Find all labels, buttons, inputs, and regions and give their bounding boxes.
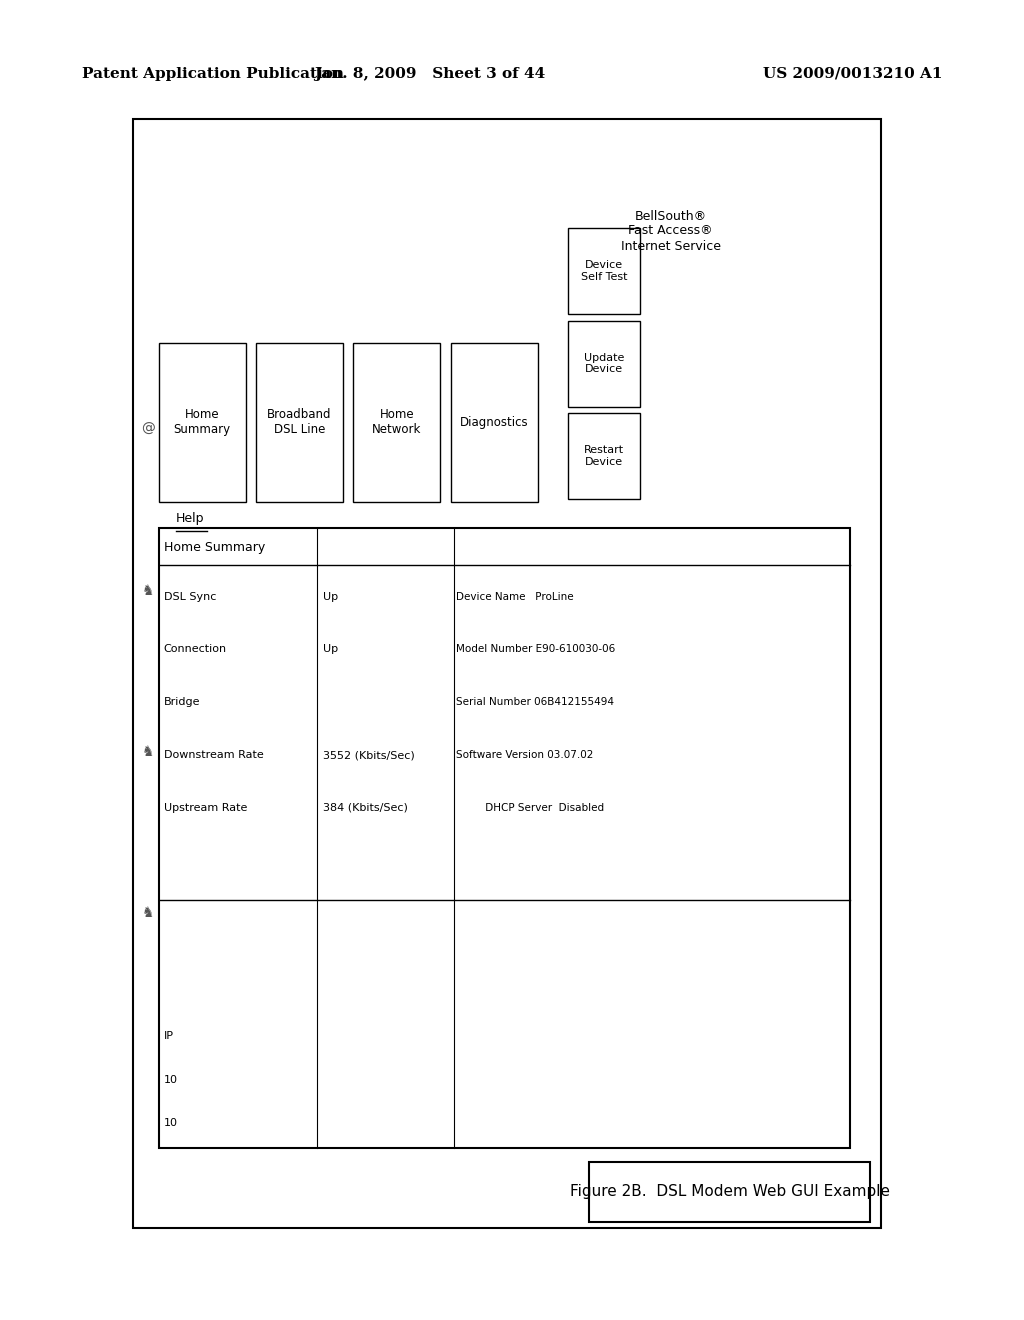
Bar [256,343,343,502]
Text: Help: Help [176,512,205,525]
Text: @: @ [141,422,156,436]
Bar [589,1162,870,1222]
Text: 10: 10 [164,1118,178,1129]
Text: Home
Network: Home Network [372,408,422,437]
Text: DSL Sync: DSL Sync [164,591,216,602]
Text: Upstream Rate: Upstream Rate [164,803,247,813]
Text: Up: Up [323,644,338,655]
Text: Device
Self Test: Device Self Test [581,260,628,282]
Text: Jan. 8, 2009   Sheet 3 of 44: Jan. 8, 2009 Sheet 3 of 44 [314,67,546,81]
Text: ♞: ♞ [142,746,155,759]
Text: Home Summary: Home Summary [164,541,265,554]
Text: DHCP Server  Disabled: DHCP Server Disabled [456,803,604,813]
Bar [159,528,850,1148]
Bar [451,343,538,502]
Text: Software Version 03.07.02: Software Version 03.07.02 [456,750,593,760]
Text: Diagnostics: Diagnostics [460,416,528,429]
Text: 3552 (Kbits/Sec): 3552 (Kbits/Sec) [323,750,415,760]
Text: 10: 10 [164,1074,178,1085]
Text: ♞: ♞ [142,585,155,598]
Bar [133,119,881,1228]
Text: ♞: ♞ [142,907,155,920]
Text: Home
Summary: Home Summary [174,408,230,437]
Text: 384 (Kbits/Sec): 384 (Kbits/Sec) [323,803,408,813]
Text: Device Name   ProLine: Device Name ProLine [456,591,573,602]
Text: US 2009/0013210 A1: US 2009/0013210 A1 [763,67,942,81]
Text: Downstream Rate: Downstream Rate [164,750,263,760]
Bar [568,321,640,407]
Text: Restart
Device: Restart Device [584,445,625,467]
Text: Patent Application Publication: Patent Application Publication [82,67,344,81]
Text: IP: IP [164,1031,174,1041]
Bar [568,228,640,314]
Text: Serial Number 06B412155494: Serial Number 06B412155494 [456,697,613,708]
Text: Broadband
DSL Line: Broadband DSL Line [267,408,332,437]
Text: Connection: Connection [164,644,227,655]
Text: Figure 2B.  DSL Modem Web GUI Example: Figure 2B. DSL Modem Web GUI Example [569,1184,890,1200]
Bar [568,413,640,499]
Text: Model Number E90-610030-06: Model Number E90-610030-06 [456,644,615,655]
Text: Up: Up [323,591,338,602]
Text: Bridge: Bridge [164,697,201,708]
Bar [353,343,440,502]
Text: BellSouth®
Fast Access®
Internet Service: BellSouth® Fast Access® Internet Service [621,210,721,252]
Bar [159,343,246,502]
Text: Update
Device: Update Device [584,352,625,375]
